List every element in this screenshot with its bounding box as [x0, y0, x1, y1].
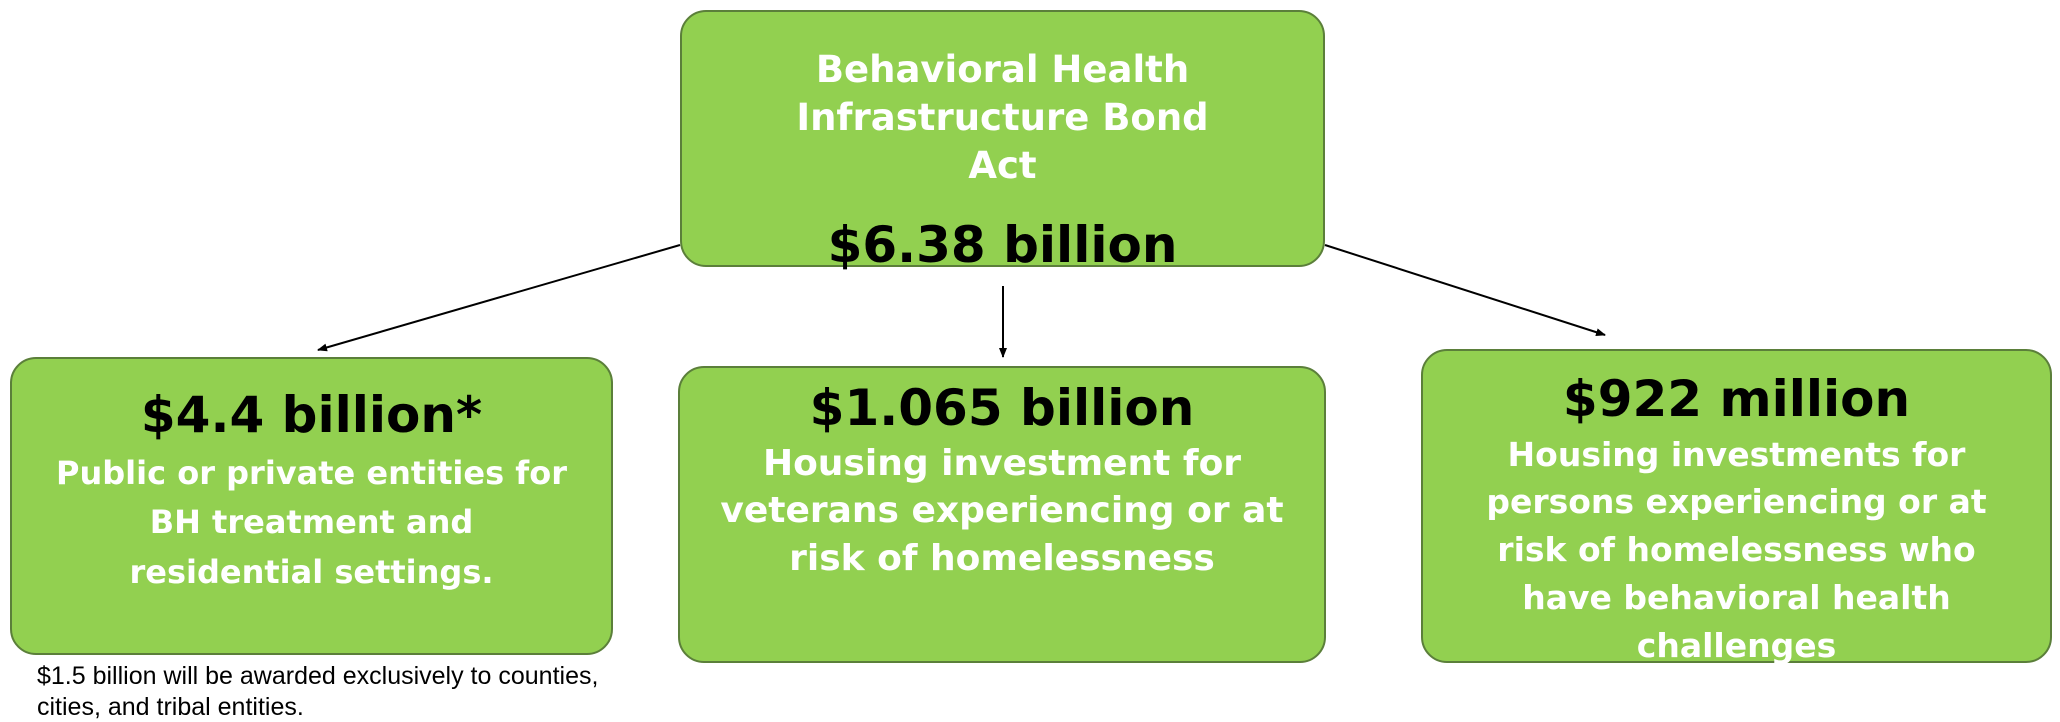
branch-amount: $922 million: [1562, 370, 1911, 428]
arrow-to-left-box: [317, 244, 681, 352]
branch-node-veterans-housing: $1.065 billion Housing investment for ve…: [678, 366, 1326, 663]
root-node-title: Behavioral Health Infrastructure Bond Ac…: [796, 48, 1209, 188]
branch-amount: $1.065 billion: [809, 379, 1195, 437]
footnote: $1.5 billion will be awarded exclusively…: [37, 662, 599, 721]
branch-node-bh-homelessness-housing: $922 million Housing investments for per…: [1421, 349, 2052, 665]
root-node-amount: $6.38 billion: [827, 216, 1178, 274]
root-node-bond-act: Behavioral Health Infrastructure Bond Ac…: [680, 10, 1325, 274]
branch-description: Housing investments for persons experien…: [1486, 434, 1987, 665]
branch-amount: $4.4 billion*: [140, 386, 483, 444]
branch-node-bh-treatment: $4.4 billion* Public or private entities…: [10, 357, 613, 655]
arrow-to-right-box: [1324, 244, 1606, 337]
branch-description: Public or private entities for BH treatm…: [56, 453, 567, 591]
branch-description: Housing investment for veterans experien…: [720, 442, 1284, 580]
